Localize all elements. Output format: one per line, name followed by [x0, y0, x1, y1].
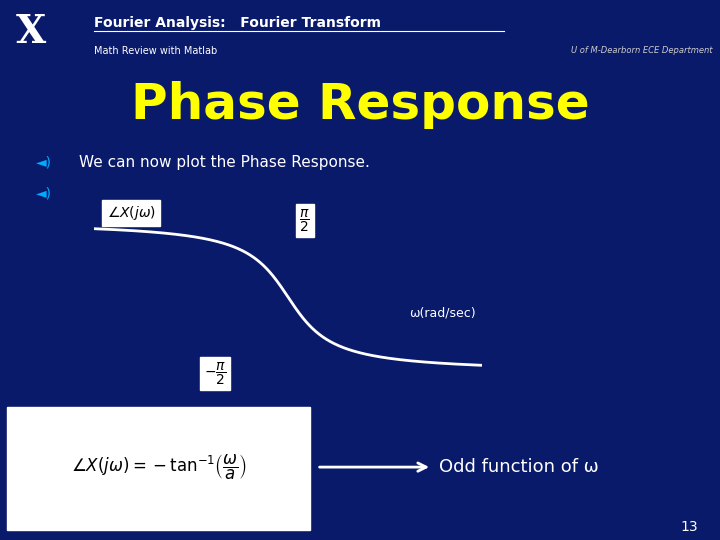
Text: Phase Response: Phase Response [131, 82, 589, 129]
Text: ◄): ◄) [36, 156, 52, 170]
Text: We can now plot the Phase Response.: We can now plot the Phase Response. [79, 155, 370, 170]
Text: ω(rad/sec): ω(rad/sec) [409, 306, 476, 319]
Text: Fourier Analysis:   Fourier Transform: Fourier Analysis: Fourier Transform [94, 16, 381, 30]
Text: X: X [15, 14, 46, 51]
Text: $-\dfrac{\pi}{2}$: $-\dfrac{\pi}{2}$ [204, 360, 226, 387]
Text: U of M-Dearborn ECE Department: U of M-Dearborn ECE Department [571, 46, 713, 55]
Text: Math Review with Matlab: Math Review with Matlab [94, 45, 217, 56]
Text: Odd function of ω: Odd function of ω [438, 458, 598, 476]
Text: $\angle X(j\omega) = -\tan^{-1}\!\left(\dfrac{\omega}{a}\right)$: $\angle X(j\omega) = -\tan^{-1}\!\left(\… [71, 453, 246, 482]
Text: ◄): ◄) [36, 186, 52, 200]
Text: $\dfrac{\pi}{2}$: $\dfrac{\pi}{2}$ [300, 207, 310, 234]
Text: $\angle X(j\omega)$: $\angle X(j\omega)$ [107, 204, 156, 222]
Text: 13: 13 [681, 520, 698, 534]
FancyBboxPatch shape [7, 407, 310, 530]
